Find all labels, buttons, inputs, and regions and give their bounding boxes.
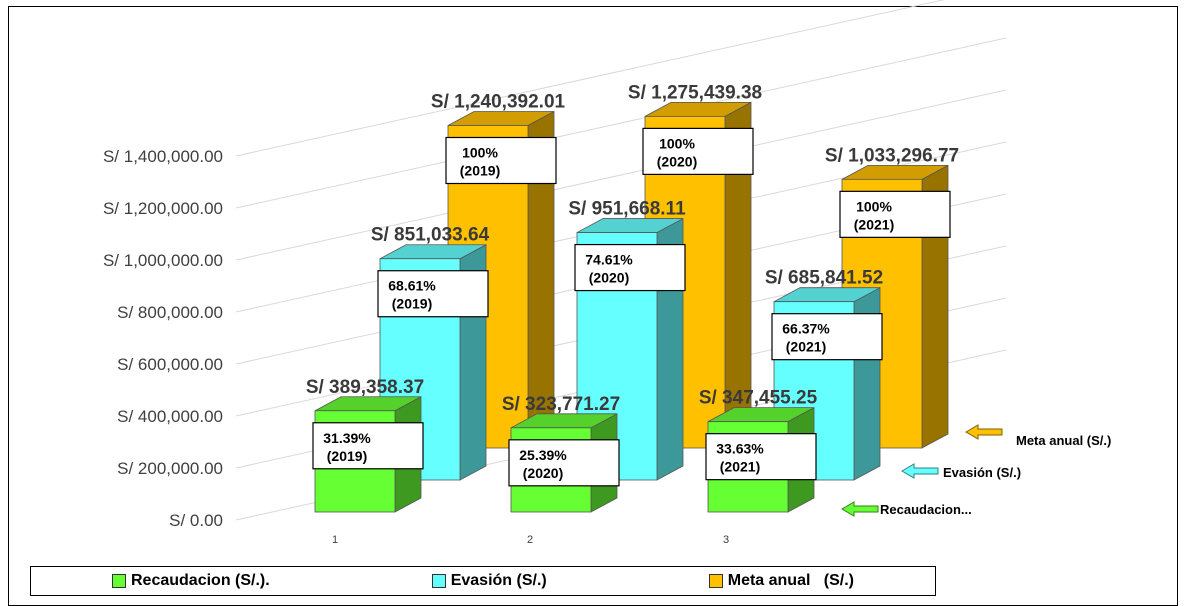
pct-label-box (445, 136, 557, 185)
value-label: S/ 951,668.11 (568, 199, 686, 220)
pct-label-year: (2020) (523, 465, 563, 481)
value-label: S/ 347,455.25 (699, 388, 818, 409)
pct-label: 100% (856, 198, 892, 214)
pct-label-year: (2020) (657, 153, 697, 169)
y-tick-label: S/ 1,400,000.00 (103, 147, 223, 166)
pct-label-year: (2019) (327, 448, 367, 464)
value-label: S/ 1,033,296.77 (825, 145, 959, 166)
pct-label: 100% (462, 144, 498, 160)
pct-label-year: (2021) (854, 216, 894, 232)
legend-swatch-meta-anual (708, 574, 723, 588)
legend: Recaudacion (S/.). Evasión (S/.) Meta an… (30, 566, 936, 596)
pct-label-box (508, 439, 620, 487)
pct-label: 33.63% (716, 441, 764, 457)
value-label: S/ 1,240,392.01 (431, 91, 566, 112)
pct-label: 25.39% (519, 447, 567, 463)
pct-label-year: (2019) (392, 296, 432, 312)
pct-label: 74.61% (585, 252, 633, 268)
pct-label-year: (2020) (589, 270, 629, 286)
series-side-label: Meta anual (S/.) (1016, 433, 1111, 448)
legend-item-meta-anual: Meta anual (S/.) (708, 572, 854, 590)
legend-item-recaudacion: Recaudacion (S/.). (112, 572, 270, 590)
pct-label-box (574, 243, 686, 292)
legend-label-meta-anual: Meta anual (S/.) (727, 572, 854, 589)
pct-label: 66.37% (782, 321, 830, 337)
legend-swatch-evasion (431, 574, 446, 588)
series-side-label: Evasión (S/.) (943, 465, 1021, 480)
pct-label-box (312, 422, 424, 470)
y-tick-label: S/ 0.00 (169, 511, 223, 530)
pct-label: 100% (659, 135, 695, 151)
x-tick-label: 2 (527, 534, 533, 546)
pct-label-year: (2021) (786, 339, 826, 355)
series-side-label: Recaudacion... (880, 502, 972, 517)
pct-label-box (771, 313, 883, 361)
legend-item-evasion: Evasión (S/.) (431, 572, 547, 590)
y-tick-label: S/ 1,000,000.00 (103, 251, 223, 270)
pct-label-box (839, 190, 951, 238)
y-tick-label: S/ 600,000.00 (117, 355, 223, 374)
value-label: S/ 323,771.27 (502, 394, 620, 415)
legend-label-evasion: Evasión (S/.) (450, 572, 547, 589)
value-label: S/ 851,033.64 (371, 225, 490, 246)
y-tick-label: S/ 1,200,000.00 (103, 199, 223, 218)
pct-label-box (705, 433, 817, 481)
pct-label-year: (2019) (460, 162, 500, 178)
gridline (235, 37, 1007, 209)
value-label: S/ 389,358.37 (306, 377, 424, 398)
value-label: S/ 685,841.52 (765, 268, 883, 289)
gridline (235, 89, 1007, 261)
pct-label-box (377, 270, 489, 318)
series-arrow-icon (841, 501, 879, 517)
value-label: S/ 1,275,439.38 (628, 82, 762, 103)
legend-label-recaudacion: Recaudacion (S/.). (131, 572, 270, 589)
pct-label: 31.39% (323, 430, 371, 446)
legend-swatch-recaudacion (112, 574, 126, 588)
x-tick-label: 1 (332, 534, 338, 546)
series-arrow-icon (965, 424, 1003, 440)
y-tick-label: S/ 200,000.00 (117, 459, 223, 478)
pct-label-box (642, 127, 754, 175)
series-arrow-icon (901, 463, 939, 479)
y-tick-label: S/ 400,000.00 (117, 407, 223, 426)
gridline (235, 0, 945, 157)
pct-label: 68.61% (388, 278, 436, 294)
x-tick-label: 3 (723, 534, 729, 546)
y-tick-label: S/ 800,000.00 (117, 303, 223, 322)
pct-label-year: (2021) (720, 459, 760, 475)
